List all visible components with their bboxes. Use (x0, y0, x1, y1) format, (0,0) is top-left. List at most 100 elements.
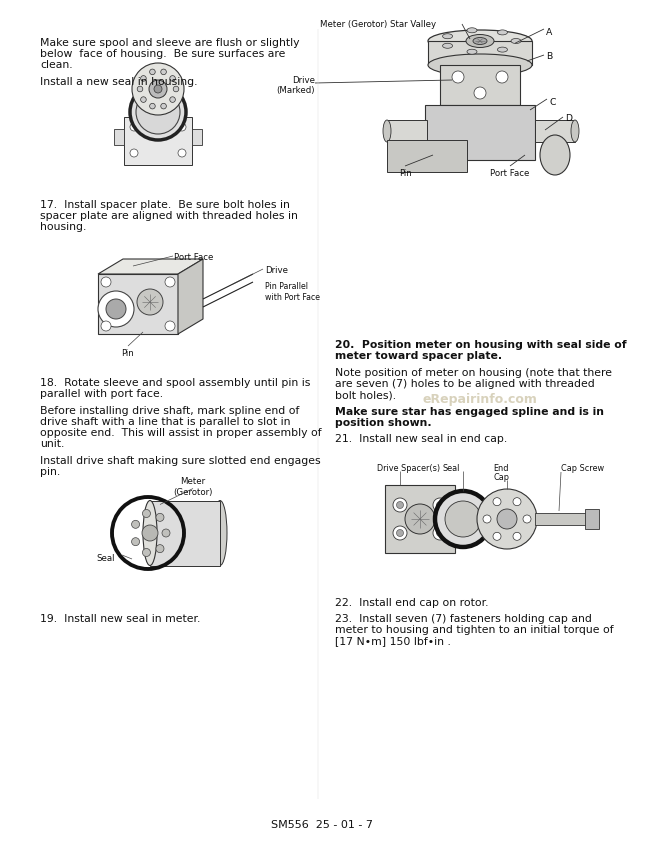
Bar (440, 66, 520, 106)
Text: B: B (546, 52, 552, 61)
Circle shape (165, 278, 175, 288)
Circle shape (433, 498, 447, 512)
Text: housing.: housing. (40, 222, 86, 232)
Text: Pin: Pin (122, 348, 134, 358)
Circle shape (496, 72, 508, 83)
Text: Port Face: Port Face (490, 169, 530, 178)
Circle shape (497, 509, 517, 529)
Text: Install a new seal in housing.: Install a new seal in housing. (40, 77, 197, 87)
Circle shape (98, 291, 134, 328)
Text: unit.: unit. (40, 439, 64, 448)
Circle shape (178, 150, 186, 158)
Circle shape (437, 502, 444, 509)
Circle shape (165, 321, 175, 331)
Text: position shown.: position shown. (335, 417, 432, 428)
Ellipse shape (442, 35, 453, 40)
Text: eRepairinfo.com: eRepairinfo.com (422, 393, 537, 406)
Circle shape (393, 498, 407, 512)
Circle shape (483, 515, 491, 523)
Text: spacer plate are aligned with threaded holes in: spacer plate are aligned with threaded h… (40, 210, 298, 221)
Text: opposite end.  This will assist in proper assembly of: opposite end. This will assist in proper… (40, 428, 322, 437)
Circle shape (143, 509, 150, 518)
Ellipse shape (511, 39, 521, 44)
Text: 19.  Install new seal in meter.: 19. Install new seal in meter. (40, 613, 201, 624)
Text: [17 N•m] 150 lbf•in .: [17 N•m] 150 lbf•in . (335, 636, 451, 645)
Text: SM556  25 - 01 - 7: SM556 25 - 01 - 7 (271, 819, 373, 829)
Bar (535, 514, 587, 526)
Circle shape (170, 98, 175, 103)
Bar (585, 509, 599, 529)
Text: with Port Face: with Port Face (265, 292, 320, 302)
Circle shape (474, 88, 486, 100)
Circle shape (137, 290, 163, 315)
Circle shape (445, 502, 481, 538)
Ellipse shape (497, 48, 508, 53)
Text: Cap: Cap (493, 473, 509, 481)
Circle shape (143, 549, 150, 557)
Circle shape (150, 104, 155, 110)
Circle shape (142, 526, 158, 541)
Circle shape (141, 98, 146, 103)
Text: 17.  Install spacer plate.  Be sure bolt holes in: 17. Install spacer plate. Be sure bolt h… (40, 199, 290, 210)
Text: Note position of meter on housing (note that there: Note position of meter on housing (note … (335, 367, 612, 377)
Circle shape (156, 545, 164, 553)
Circle shape (130, 85, 186, 141)
Bar (98, 274, 178, 335)
Bar (114, 130, 124, 146)
Polygon shape (178, 260, 203, 335)
Circle shape (154, 86, 162, 94)
Text: pin.: pin. (40, 466, 60, 476)
Circle shape (130, 124, 138, 132)
Ellipse shape (540, 135, 570, 176)
Bar (387, 121, 427, 143)
Text: clean.: clean. (40, 60, 73, 70)
Circle shape (161, 104, 166, 110)
Text: Make sure star has engaged spline and is in: Make sure star has engaged spline and is… (335, 406, 604, 417)
Ellipse shape (467, 50, 477, 55)
Ellipse shape (143, 501, 157, 566)
Text: 21.  Install new seal in end cap.: 21. Install new seal in end cap. (335, 434, 507, 444)
Circle shape (493, 498, 501, 506)
Circle shape (178, 124, 186, 132)
Circle shape (513, 532, 521, 541)
Text: bolt holes).: bolt holes). (335, 389, 396, 400)
Text: Drive Spacer(s): Drive Spacer(s) (377, 463, 440, 473)
Polygon shape (98, 260, 203, 274)
Circle shape (137, 87, 143, 93)
Bar (535, 121, 575, 143)
Text: 18.  Rotate sleeve and spool assembly until pin is: 18. Rotate sleeve and spool assembly unt… (40, 377, 310, 388)
Text: parallel with port face.: parallel with port face. (40, 389, 163, 399)
Text: Pin Parallel: Pin Parallel (265, 282, 308, 291)
Circle shape (513, 498, 521, 506)
Circle shape (156, 514, 164, 521)
Ellipse shape (497, 31, 508, 36)
Circle shape (435, 492, 491, 547)
Bar (428, 42, 532, 66)
Text: meter toward spacer plate.: meter toward spacer plate. (335, 350, 502, 360)
Text: Drive: Drive (292, 76, 315, 85)
Text: 23.  Install seven (7) fasteners holding cap and: 23. Install seven (7) fasteners holding … (335, 613, 592, 624)
Text: Before installing drive shaft, mark spline end of: Before installing drive shaft, mark spli… (40, 406, 299, 416)
Text: below  face of housing.  Be sure surfaces are: below face of housing. Be sure surfaces … (40, 49, 285, 59)
Circle shape (397, 502, 404, 509)
Circle shape (161, 70, 166, 76)
Ellipse shape (571, 121, 579, 143)
Circle shape (136, 91, 180, 135)
Text: Make sure spool and sleeve are flush or slightly: Make sure spool and sleeve are flush or … (40, 38, 299, 48)
Text: End: End (493, 463, 509, 473)
Ellipse shape (383, 121, 391, 143)
Text: Drive: Drive (265, 266, 288, 274)
Bar (387, 141, 467, 173)
Ellipse shape (428, 55, 532, 77)
Text: Pin: Pin (399, 169, 412, 178)
Ellipse shape (467, 29, 477, 34)
Circle shape (170, 77, 175, 82)
Circle shape (405, 504, 435, 534)
Bar (425, 106, 535, 161)
Text: C: C (549, 98, 555, 106)
Text: A: A (546, 28, 552, 37)
Ellipse shape (213, 501, 227, 566)
Text: 22.  Install end cap on rotor.: 22. Install end cap on rotor. (335, 597, 488, 607)
Circle shape (132, 521, 139, 529)
Ellipse shape (466, 36, 494, 49)
